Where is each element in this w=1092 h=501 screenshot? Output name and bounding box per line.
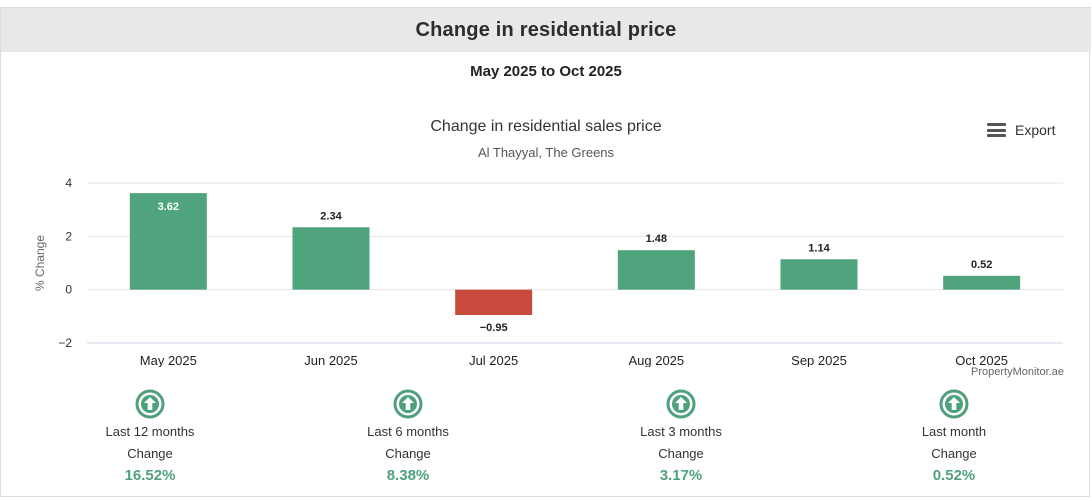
bar xyxy=(617,250,695,290)
stat-change-label: Change xyxy=(127,446,173,461)
stat-value: 3.17% xyxy=(659,467,703,484)
bar xyxy=(455,289,533,315)
bar xyxy=(129,193,207,290)
menu-icon xyxy=(987,123,1006,137)
stat-label: Last month xyxy=(921,424,987,439)
data-label: 1.48 xyxy=(646,233,667,245)
data-label: 3.62 xyxy=(158,201,179,213)
up-arrow-circle-icon xyxy=(393,389,423,419)
stats-row: Last 12 months Change 16.52% Last 6 mont… xyxy=(1,385,1091,495)
chart-subtitle: Al Thayyal, The Greens xyxy=(477,145,615,160)
chart-credit[interactable]: PropertyMonitor.ae xyxy=(971,366,1064,378)
bar-chart: 4 2 0 −2 % Change 3.62 May 2025 2.34 Jun 2025 −0.… xyxy=(33,176,1063,367)
stat-change-label: Change xyxy=(658,446,704,461)
y-tick-label: −2 xyxy=(58,336,72,350)
bar xyxy=(780,259,858,290)
page-title: Change in residential price xyxy=(415,18,677,41)
x-tick-label: Jun 2025 xyxy=(304,353,358,367)
stat-change-label: Change xyxy=(931,446,977,461)
stat-last-6-months: Last 6 months Change 8.38% xyxy=(308,385,508,484)
data-label: 2.34 xyxy=(320,210,342,222)
chart-title: Change in residential sales price xyxy=(430,118,662,135)
stat-label: Last 3 months xyxy=(640,424,722,439)
data-label: −0.95 xyxy=(480,322,508,334)
up-arrow-circle-icon xyxy=(939,389,969,419)
data-label: 0.52 xyxy=(971,259,992,271)
stat-last-3-months: Last 3 months Change 3.17% xyxy=(581,385,781,484)
stat-last-12-months: Last 12 months Change 16.52% xyxy=(50,385,250,484)
period-range: May 2025 to Oct 2025 xyxy=(470,63,622,80)
x-tick-label: Sep 2025 xyxy=(791,353,847,367)
stat-last-month: Last month Change 0.52% xyxy=(854,385,1054,484)
data-label: 1.14 xyxy=(808,242,830,254)
x-tick-label: May 2025 xyxy=(140,353,197,367)
y-axis-label: % Change xyxy=(33,235,47,291)
stat-value: 8.38% xyxy=(386,467,430,484)
stat-value: 16.52% xyxy=(124,467,176,484)
y-tick-label: 2 xyxy=(65,229,72,243)
header-bar: Change in residential price xyxy=(1,7,1091,52)
stat-label: Last 12 months xyxy=(105,424,195,439)
export-label: Export xyxy=(1015,122,1056,138)
up-arrow-circle-icon xyxy=(135,389,165,419)
bar xyxy=(292,227,370,290)
bar xyxy=(943,275,1021,290)
report-card: Change in residential price May 2025 to … xyxy=(0,7,1091,497)
y-tick-label: 4 xyxy=(65,176,72,190)
stat-change-label: Change xyxy=(385,446,431,461)
x-tick-label: Oct 2025 xyxy=(955,353,1008,367)
y-tick-label: 0 xyxy=(65,283,72,297)
x-tick-label: Jul 2025 xyxy=(469,353,518,367)
up-arrow-circle-icon xyxy=(666,389,696,419)
stat-value: 0.52% xyxy=(932,467,976,484)
x-tick-label: Aug 2025 xyxy=(628,353,684,367)
export-button[interactable]: Export xyxy=(987,122,1055,138)
stat-label: Last 6 months xyxy=(367,424,449,439)
